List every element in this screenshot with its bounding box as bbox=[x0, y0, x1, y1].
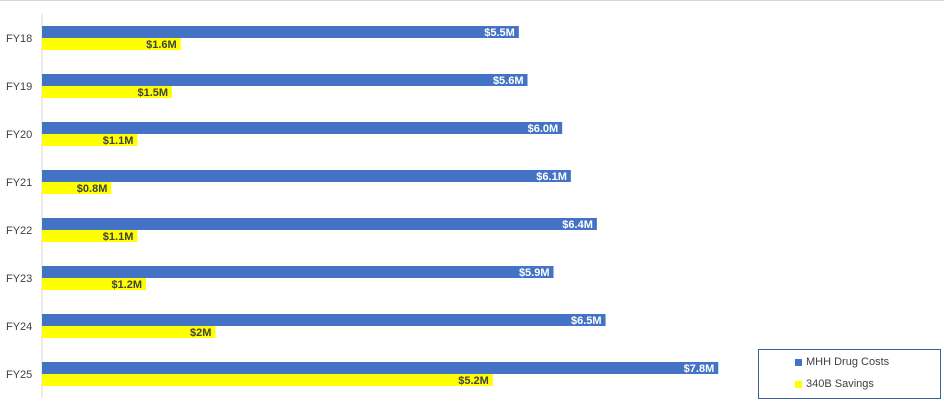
legend-item-340b-savings: 340B Savings bbox=[795, 378, 874, 390]
legend-label-mhh-drug-costs: MHH Drug Costs bbox=[806, 356, 890, 368]
data-label-mhh-drug-costs-fy23: $5.9M bbox=[519, 267, 550, 279]
bar-mhh-drug-costs-fy19 bbox=[42, 74, 528, 86]
bar-mhh-drug-costs-fy25 bbox=[42, 362, 719, 374]
data-label-mhh-drug-costs-fy18: $5.5M bbox=[484, 27, 515, 39]
bar-340b-savings-fy22 bbox=[42, 230, 138, 242]
bar-340b-savings-fy18 bbox=[42, 38, 181, 50]
bar-mhh-drug-costs-fy21 bbox=[42, 170, 571, 182]
data-label-mhh-drug-costs-fy25: $7.8M bbox=[684, 363, 715, 375]
legend-item-mhh-drug-costs: MHH Drug Costs bbox=[795, 356, 889, 368]
data-label-mhh-drug-costs-fy19: $5.6M bbox=[493, 75, 524, 87]
legend-swatch-mhh-drug-costs bbox=[795, 358, 802, 366]
data-label-340b-savings-fy24: $2M bbox=[190, 327, 211, 339]
bar-340b-savings-fy23 bbox=[42, 278, 147, 290]
bar-mhh-drug-costs-fy23 bbox=[42, 266, 554, 278]
data-label-340b-savings-fy21: $0.8M bbox=[77, 183, 108, 195]
data-label-mhh-drug-costs-fy20: $6.0M bbox=[528, 123, 559, 135]
data-label-mhh-drug-costs-fy24: $6.5M bbox=[571, 315, 602, 327]
category-label-fy21: FY21 bbox=[6, 177, 32, 189]
bar-mhh-drug-costs-fy22 bbox=[42, 218, 597, 230]
category-label-fy24: FY24 bbox=[6, 321, 32, 333]
category-label-fy22: FY22 bbox=[6, 225, 32, 237]
category-label-fy19: FY19 bbox=[6, 81, 32, 93]
category-label-fy25: FY25 bbox=[6, 369, 32, 381]
legend: MHH Drug Costs 340B Savings bbox=[758, 349, 941, 399]
data-label-340b-savings-fy19: $1.5M bbox=[137, 87, 168, 99]
bar-mhh-drug-costs-fy18 bbox=[42, 26, 519, 38]
category-label-fy18: FY18 bbox=[6, 33, 32, 45]
category-label-fy20: FY20 bbox=[6, 129, 32, 141]
data-label-340b-savings-fy20: $1.1M bbox=[103, 135, 134, 147]
legend-label-340b-savings: 340B Savings bbox=[806, 378, 874, 390]
bar-340b-savings-fy19 bbox=[42, 86, 173, 98]
data-label-mhh-drug-costs-fy21: $6.1M bbox=[536, 171, 567, 183]
bar-mhh-drug-costs-fy20 bbox=[42, 122, 563, 134]
bar-mhh-drug-costs-fy24 bbox=[42, 314, 606, 326]
data-label-340b-savings-fy23: $1.2M bbox=[111, 279, 142, 291]
data-label-340b-savings-fy18: $1.6M bbox=[146, 39, 177, 51]
category-label-fy23: FY23 bbox=[6, 273, 32, 285]
bar-340b-savings-fy25 bbox=[42, 374, 493, 386]
legend-swatch-340b-savings bbox=[795, 380, 802, 388]
bar-340b-savings-fy20 bbox=[42, 134, 138, 146]
chart-frame-border bbox=[0, 0, 944, 1]
data-label-340b-savings-fy22: $1.1M bbox=[103, 231, 134, 243]
data-label-mhh-drug-costs-fy22: $6.4M bbox=[562, 219, 593, 231]
bar-340b-savings-fy21 bbox=[42, 182, 112, 194]
bar-340b-savings-fy24 bbox=[42, 326, 216, 338]
data-label-340b-savings-fy25: $5.2M bbox=[458, 375, 489, 387]
